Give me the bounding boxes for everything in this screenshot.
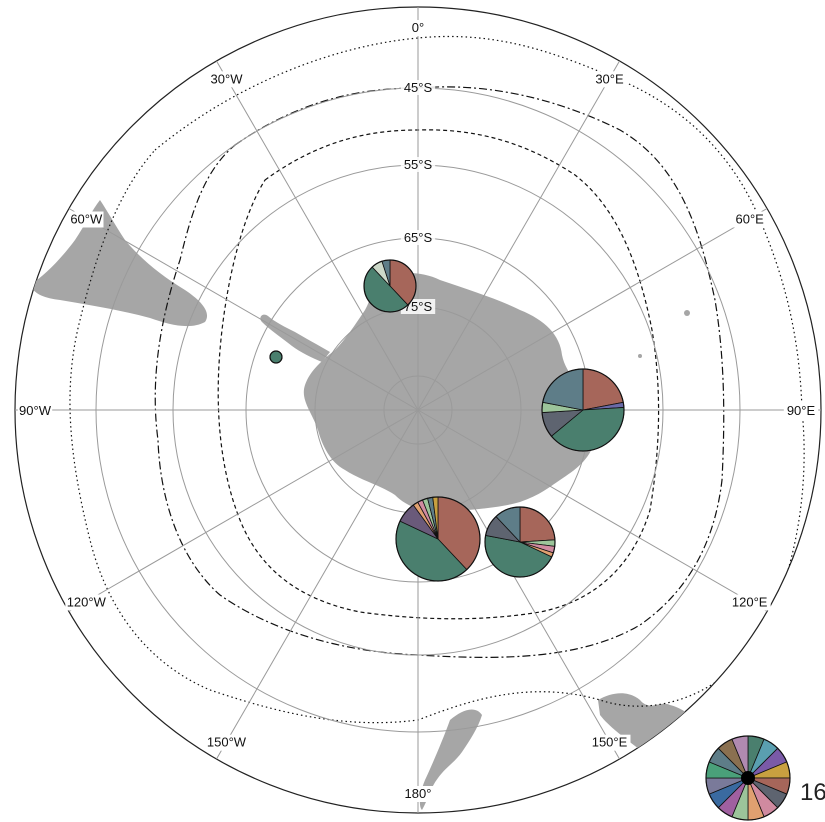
longitude-label-bg bbox=[592, 71, 627, 88]
longitude-label: 90°E bbox=[787, 403, 816, 418]
longitude-label-bg bbox=[205, 734, 248, 751]
longitude-label-bg bbox=[728, 594, 771, 611]
latitude-label-bg bbox=[400, 230, 436, 245]
longitude-label: 60°W bbox=[70, 212, 103, 227]
legend-pie-center bbox=[741, 771, 755, 785]
front-dashed bbox=[217, 129, 660, 620]
site-peninsula bbox=[269, 350, 283, 364]
longitude-label: 90°W bbox=[19, 403, 52, 418]
longitude-label-bg bbox=[69, 211, 104, 228]
longitude-label: 120°W bbox=[67, 595, 107, 610]
front-dash-dot bbox=[154, 86, 725, 658]
site-east-antarctica bbox=[541, 368, 625, 452]
longitude-label: 0° bbox=[412, 20, 424, 35]
site-weddell-outline bbox=[363, 259, 417, 313]
kerguelen-island bbox=[684, 310, 690, 316]
longitude-label: 30°E bbox=[595, 71, 624, 86]
latitude-label: 65°S bbox=[404, 230, 433, 245]
longitude-label-bg bbox=[732, 211, 767, 228]
new-zealand-land bbox=[419, 709, 482, 810]
meridian-330 bbox=[216, 60, 419, 411]
longitude-label-bg bbox=[17, 403, 53, 419]
longitude-label-bg bbox=[400, 786, 436, 802]
latitude-label-bg bbox=[400, 157, 436, 172]
legend: 16 bbox=[705, 735, 825, 821]
longitude-label-bg bbox=[209, 71, 244, 88]
latitude-label: 55°S bbox=[404, 157, 433, 172]
site-weddell bbox=[363, 259, 417, 313]
longitude-label: 150°W bbox=[207, 735, 247, 750]
south-america-land bbox=[30, 200, 208, 327]
legend-count-label: 16 bbox=[800, 779, 825, 806]
site-ross-east bbox=[484, 506, 556, 578]
longitude-label-bg bbox=[588, 734, 631, 751]
longitude-label-bg bbox=[783, 403, 819, 419]
longitude-label-bg bbox=[65, 594, 108, 611]
longitude-label-bg bbox=[408, 20, 428, 36]
site-ross-east-outline bbox=[484, 506, 556, 578]
crozet-island bbox=[638, 354, 642, 358]
meridian-60 bbox=[417, 208, 768, 411]
longitude-label: 150°E bbox=[592, 735, 628, 750]
legend-pie bbox=[705, 735, 791, 821]
meridian-300 bbox=[68, 208, 419, 411]
longitude-labels: 0° 30°E 60°E 90°E 120°E 150°E 180° 150°W 120°W 90… bbox=[17, 20, 819, 802]
site-east-antarctica-outline bbox=[541, 368, 625, 452]
longitude-label: 120°E bbox=[732, 595, 768, 610]
site-peninsula-outline bbox=[269, 350, 283, 364]
longitude-label: 180° bbox=[405, 786, 432, 801]
site-ross-west bbox=[395, 496, 481, 582]
latitude-label: 75°S bbox=[404, 299, 433, 314]
meridian-240 bbox=[68, 409, 419, 612]
site-ross-west-outline bbox=[395, 496, 481, 582]
latitude-label-bg bbox=[400, 80, 436, 95]
antarctica-land bbox=[303, 273, 597, 512]
meridian-210 bbox=[216, 409, 419, 760]
meridian-150 bbox=[417, 409, 620, 760]
longitude-label: 30°W bbox=[211, 71, 244, 86]
front-dotted bbox=[69, 35, 805, 724]
latitude-label: 45°S bbox=[404, 80, 433, 95]
meridian-120 bbox=[417, 409, 768, 612]
legend-pie-wedges-outline bbox=[705, 735, 791, 821]
oceanic-fronts bbox=[69, 35, 805, 724]
meridian-30 bbox=[417, 60, 620, 411]
legend-pie-wedges bbox=[705, 735, 791, 821]
pie-charts bbox=[269, 259, 625, 582]
antarctic-peninsula bbox=[260, 314, 330, 362]
longitude-label: 60°E bbox=[736, 212, 765, 227]
